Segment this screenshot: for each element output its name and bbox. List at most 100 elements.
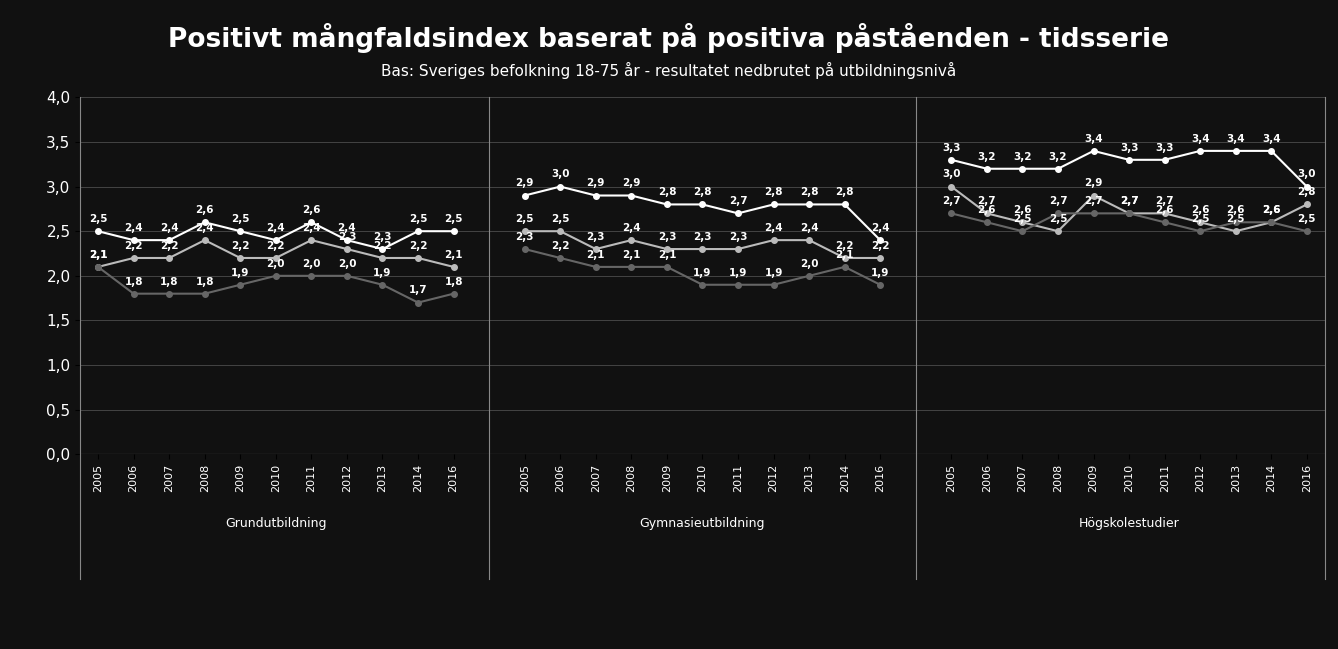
Text: 2,3: 2,3 xyxy=(337,232,356,242)
Text: 3,2: 3,2 xyxy=(1049,152,1068,162)
Text: 2,2: 2,2 xyxy=(231,241,249,251)
Text: 3,3: 3,3 xyxy=(942,143,961,153)
Text: 1,9: 1,9 xyxy=(871,267,890,278)
Text: 2,3: 2,3 xyxy=(658,232,676,242)
Text: 2,9: 2,9 xyxy=(1084,178,1103,188)
Text: 2,6: 2,6 xyxy=(302,205,321,215)
Text: 2,6: 2,6 xyxy=(195,205,214,215)
Text: 2,2: 2,2 xyxy=(266,241,285,251)
Text: 2,6: 2,6 xyxy=(1262,205,1280,215)
Text: 3,3: 3,3 xyxy=(1156,143,1173,153)
Text: 2,8: 2,8 xyxy=(693,188,712,197)
Text: 2,1: 2,1 xyxy=(835,250,854,260)
Text: 2,2: 2,2 xyxy=(551,241,570,251)
Text: 2,4: 2,4 xyxy=(266,223,285,233)
Text: Gymnasieutbildning: Gymnasieutbildning xyxy=(640,517,765,530)
Text: 2,0: 2,0 xyxy=(266,259,285,269)
Text: 2,3: 2,3 xyxy=(515,232,534,242)
Text: 2,7: 2,7 xyxy=(1049,196,1068,206)
Text: 2,5: 2,5 xyxy=(1227,214,1244,224)
Text: 1,8: 1,8 xyxy=(161,276,178,286)
Text: 3,2: 3,2 xyxy=(1013,152,1032,162)
Text: 2,0: 2,0 xyxy=(302,259,321,269)
Text: 2,4: 2,4 xyxy=(764,223,783,233)
Text: 2,9: 2,9 xyxy=(586,178,605,188)
Text: 1,8: 1,8 xyxy=(195,276,214,286)
Text: 1,8: 1,8 xyxy=(444,276,463,286)
Text: 2,5: 2,5 xyxy=(551,214,570,224)
Text: 3,3: 3,3 xyxy=(1120,143,1139,153)
Text: 2,6: 2,6 xyxy=(1191,205,1210,215)
Text: 2,4: 2,4 xyxy=(302,223,321,233)
Text: 2,8: 2,8 xyxy=(835,188,854,197)
Text: 2,3: 2,3 xyxy=(373,232,392,242)
Text: 2,9: 2,9 xyxy=(515,178,534,188)
Text: 2,9: 2,9 xyxy=(622,178,641,188)
Text: 2,3: 2,3 xyxy=(729,232,747,242)
Text: 2,2: 2,2 xyxy=(161,241,178,251)
Text: 2,8: 2,8 xyxy=(658,188,676,197)
Text: 2,5: 2,5 xyxy=(1298,214,1317,224)
Text: 2,6: 2,6 xyxy=(978,205,995,215)
Text: 2,1: 2,1 xyxy=(444,250,463,260)
Text: 2,6: 2,6 xyxy=(1227,205,1244,215)
Text: 1,9: 1,9 xyxy=(729,267,747,278)
Text: 2,1: 2,1 xyxy=(88,250,107,260)
Text: 2,7: 2,7 xyxy=(942,196,961,206)
Text: 2,2: 2,2 xyxy=(835,241,854,251)
Text: Positivt mångfaldsindex baserat på positiva påståenden - tidsserie: Positivt mångfaldsindex baserat på posit… xyxy=(169,23,1169,53)
Text: 2,0: 2,0 xyxy=(337,259,356,269)
Text: 2,4: 2,4 xyxy=(871,223,890,233)
Text: 1,7: 1,7 xyxy=(408,286,427,295)
Text: 2,4: 2,4 xyxy=(337,223,356,233)
Text: 2,1: 2,1 xyxy=(622,250,641,260)
Text: 2,1: 2,1 xyxy=(658,250,676,260)
Text: 2,4: 2,4 xyxy=(124,223,143,233)
Text: Grundutbildning: Grundutbildning xyxy=(225,517,326,530)
Text: 2,5: 2,5 xyxy=(1049,214,1068,224)
Text: 2,4: 2,4 xyxy=(195,223,214,233)
Text: 3,2: 3,2 xyxy=(978,152,995,162)
Text: 2,7: 2,7 xyxy=(1120,196,1139,206)
Text: 2,3: 2,3 xyxy=(693,232,712,242)
Text: 3,4: 3,4 xyxy=(1084,134,1103,143)
Text: 2,7: 2,7 xyxy=(729,196,748,206)
Text: 1,9: 1,9 xyxy=(373,267,392,278)
Text: 2,2: 2,2 xyxy=(409,241,427,251)
Text: 2,5: 2,5 xyxy=(231,214,249,224)
Text: 2,1: 2,1 xyxy=(88,250,107,260)
Text: 2,5: 2,5 xyxy=(444,214,463,224)
Text: 2,5: 2,5 xyxy=(1191,214,1210,224)
Text: 2,4: 2,4 xyxy=(622,223,641,233)
Text: 3,0: 3,0 xyxy=(1298,169,1317,179)
Text: 2,6: 2,6 xyxy=(1013,205,1032,215)
Text: 2,4: 2,4 xyxy=(800,223,819,233)
Text: 1,8: 1,8 xyxy=(124,276,143,286)
Text: 2,8: 2,8 xyxy=(800,188,819,197)
Text: 1,9: 1,9 xyxy=(764,267,783,278)
Text: 2,7: 2,7 xyxy=(1155,196,1173,206)
Text: 2,6: 2,6 xyxy=(1262,205,1280,215)
Text: 1,9: 1,9 xyxy=(693,267,712,278)
Text: 2,8: 2,8 xyxy=(1298,188,1317,197)
Text: 3,4: 3,4 xyxy=(1262,134,1280,143)
Text: 1,9: 1,9 xyxy=(231,267,249,278)
Text: 2,5: 2,5 xyxy=(1013,214,1032,224)
Text: 2,7: 2,7 xyxy=(1120,196,1139,206)
Text: Bas: Sveriges befolkning 18-75 år - resultatet nedbrutet på utbildningsnivå: Bas: Sveriges befolkning 18-75 år - resu… xyxy=(381,62,957,79)
Text: 2,5: 2,5 xyxy=(515,214,534,224)
Text: 2,2: 2,2 xyxy=(373,241,392,251)
Text: 3,4: 3,4 xyxy=(1227,134,1246,143)
Text: 2,4: 2,4 xyxy=(159,223,178,233)
Text: 3,4: 3,4 xyxy=(1191,134,1210,143)
Text: 2,3: 2,3 xyxy=(586,232,605,242)
Text: 2,7: 2,7 xyxy=(1084,196,1103,206)
Text: 2,2: 2,2 xyxy=(871,241,890,251)
Text: 2,7: 2,7 xyxy=(978,196,997,206)
Text: 2,0: 2,0 xyxy=(800,259,819,269)
Text: 2,8: 2,8 xyxy=(764,188,783,197)
Text: 3,0: 3,0 xyxy=(942,169,961,179)
Text: 2,6: 2,6 xyxy=(1156,205,1173,215)
Text: Högskolestudier: Högskolestudier xyxy=(1078,517,1180,530)
Text: 2,5: 2,5 xyxy=(88,214,107,224)
